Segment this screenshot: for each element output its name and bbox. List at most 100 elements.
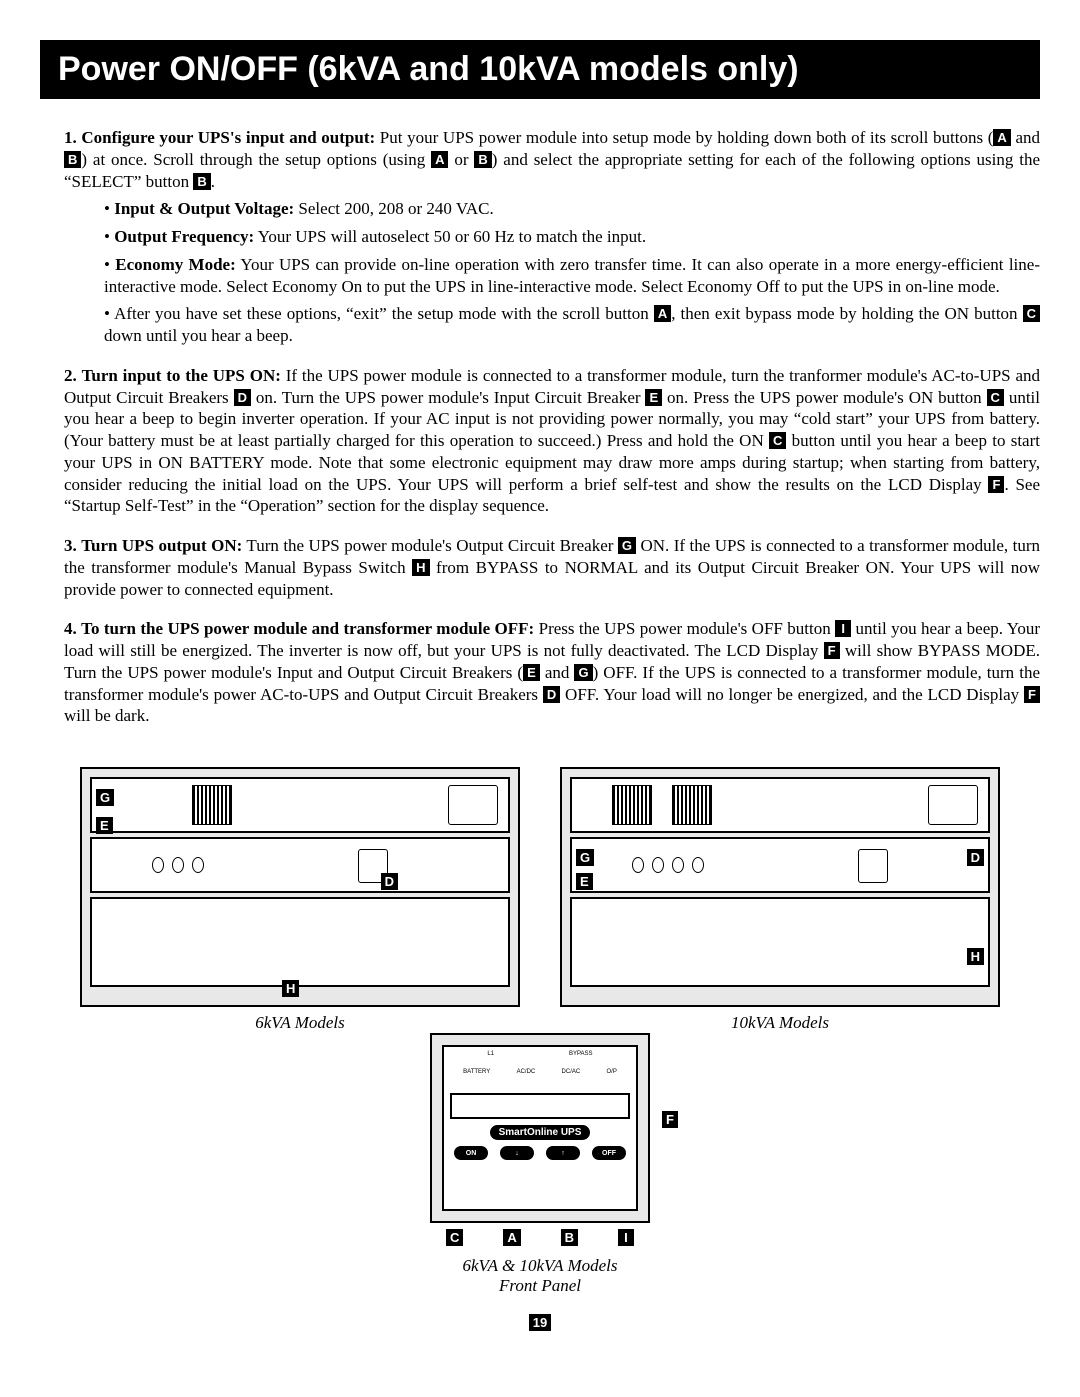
callout-h: H [282, 980, 299, 997]
figure-6kva: G E D H 6kVA Models [80, 767, 520, 1033]
led-label: DC/AC [562, 1069, 581, 1075]
fan-icon [612, 785, 652, 825]
step-2: 2. Turn input to the UPS ON: If the UPS … [64, 365, 1040, 517]
key-a: A [654, 305, 671, 322]
key-e: E [645, 389, 662, 406]
brand-badge: SmartOnline UPS [490, 1125, 590, 1140]
text: After you have set these options, “exit”… [114, 304, 654, 323]
instruction-list: 1. Configure your UPS's input and output… [40, 127, 1040, 727]
key-a: A [431, 151, 448, 168]
page-title: Power ON/OFF (6kVA and 10kVA models only… [40, 40, 1040, 99]
panel-callouts: C A B I [430, 1229, 650, 1246]
text: Your UPS will autoselect 50 or 60 Hz to … [254, 227, 646, 246]
panel-frame: L1 BYPASS BATTERY AC/DC DC/AC O/P SmartO… [430, 1033, 650, 1223]
outlet-icon [928, 785, 978, 825]
sub-list: Input & Output Voltage: Select 200, 208 … [64, 198, 1040, 347]
callout-i: I [618, 1229, 634, 1246]
step-1: 1. Configure your UPS's input and output… [64, 127, 1040, 347]
callout-d: D [381, 873, 398, 890]
key-a: A [993, 129, 1010, 146]
callout-e: E [96, 817, 113, 834]
callout-e: E [576, 873, 593, 890]
key-d: D [234, 389, 251, 406]
step-num: 3. [64, 536, 77, 555]
key-f: F [1024, 686, 1040, 703]
key-c: C [769, 432, 786, 449]
page-num-badge: 19 [529, 1314, 551, 1331]
text: Put your UPS power module into setup mod… [375, 128, 993, 147]
key-b: B [474, 151, 491, 168]
breaker-icon [632, 857, 644, 873]
figures-row: G E D H 6kVA Models G E D H [40, 767, 1040, 1033]
text: ) at once. Scroll through the setup opti… [81, 150, 431, 169]
lcd-display [450, 1093, 630, 1119]
step-4: 4. To turn the UPS power module and tran… [64, 618, 1040, 727]
panel-caption-2: Front Panel [499, 1276, 581, 1296]
text: OFF. Your load will no longer be energiz… [560, 685, 1024, 704]
led-row: L1 BYPASS [450, 1051, 630, 1057]
key-f: F [824, 642, 840, 659]
sub-item: Input & Output Voltage: Select 200, 208 … [104, 198, 1040, 220]
up-button: ↑ [546, 1146, 580, 1160]
battery-module [570, 897, 990, 987]
callout-a: A [503, 1229, 520, 1246]
ups-module [570, 777, 990, 833]
key-f: F [988, 476, 1004, 493]
key-g: G [574, 664, 592, 681]
step-lead: Configure your UPS's input and output: [81, 128, 375, 147]
callout-f: F [662, 1111, 678, 1128]
text: Select 200, 208 or 240 VAC. [294, 199, 494, 218]
step-lead: Turn UPS output ON: [81, 536, 242, 555]
breaker-icon [692, 857, 704, 873]
key-c: C [987, 389, 1004, 406]
led-label: L1 [487, 1051, 494, 1057]
callout-g: G [576, 849, 594, 866]
text: down until you hear a beep. [104, 326, 293, 345]
breaker-icon [192, 857, 204, 873]
led-row: BATTERY AC/DC DC/AC O/P [450, 1069, 630, 1075]
callout-b: B [561, 1229, 578, 1246]
sub-lead: Output Frequency: [114, 227, 254, 246]
battery-module [90, 897, 510, 987]
key-i: I [835, 620, 851, 637]
panel-inner: L1 BYPASS BATTERY AC/DC DC/AC O/P SmartO… [442, 1045, 638, 1211]
text: will be dark. [64, 706, 149, 725]
page-number: 19 [40, 1314, 1040, 1333]
breaker-icon [652, 857, 664, 873]
text: . [211, 172, 215, 191]
transformer-module [90, 837, 510, 893]
ups-module [90, 777, 510, 833]
text: Turn the UPS power module's Output Circu… [242, 536, 618, 555]
key-c: C [1023, 305, 1040, 322]
panel-caption-1: 6kVA & 10kVA Models [462, 1256, 617, 1276]
key-g: G [618, 537, 636, 554]
sub-item: Economy Mode: Your UPS can provide on-li… [104, 254, 1040, 298]
sub-lead: Input & Output Voltage: [114, 199, 294, 218]
text: Your UPS can provide on-line operation w… [104, 255, 1040, 296]
text: on. Press the UPS power module's ON butt… [662, 388, 986, 407]
button-row: ON ↓ ↑ OFF [450, 1146, 630, 1160]
key-e: E [523, 664, 540, 681]
step-lead: To turn the UPS power module and transfo… [81, 619, 534, 638]
outlet-icon [448, 785, 498, 825]
led-label: BYPASS [569, 1051, 593, 1057]
led-label: BATTERY [463, 1069, 490, 1075]
breaker-icon [152, 857, 164, 873]
down-button: ↓ [500, 1146, 534, 1160]
led-label: AC/DC [517, 1069, 536, 1075]
plug-icon [858, 849, 888, 883]
key-b: B [193, 173, 210, 190]
breaker-icon [172, 857, 184, 873]
figure-caption: 6kVA Models [80, 1013, 520, 1033]
figure-frame: G E D H [560, 767, 1000, 1007]
front-panel-figure: L1 BYPASS BATTERY AC/DC DC/AC O/P SmartO… [40, 1033, 1040, 1296]
off-button: OFF [592, 1146, 626, 1160]
key-h: H [412, 559, 429, 576]
sub-item: Output Frequency: Your UPS will autosele… [104, 226, 1040, 248]
led-label: O/P [607, 1069, 617, 1075]
text: on. Turn the UPS power module's Input Ci… [251, 388, 645, 407]
key-d: D [543, 686, 560, 703]
transformer-module [570, 837, 990, 893]
figure-10kva: G E D H 10kVA Models [560, 767, 1000, 1033]
step-num: 4. [64, 619, 77, 638]
